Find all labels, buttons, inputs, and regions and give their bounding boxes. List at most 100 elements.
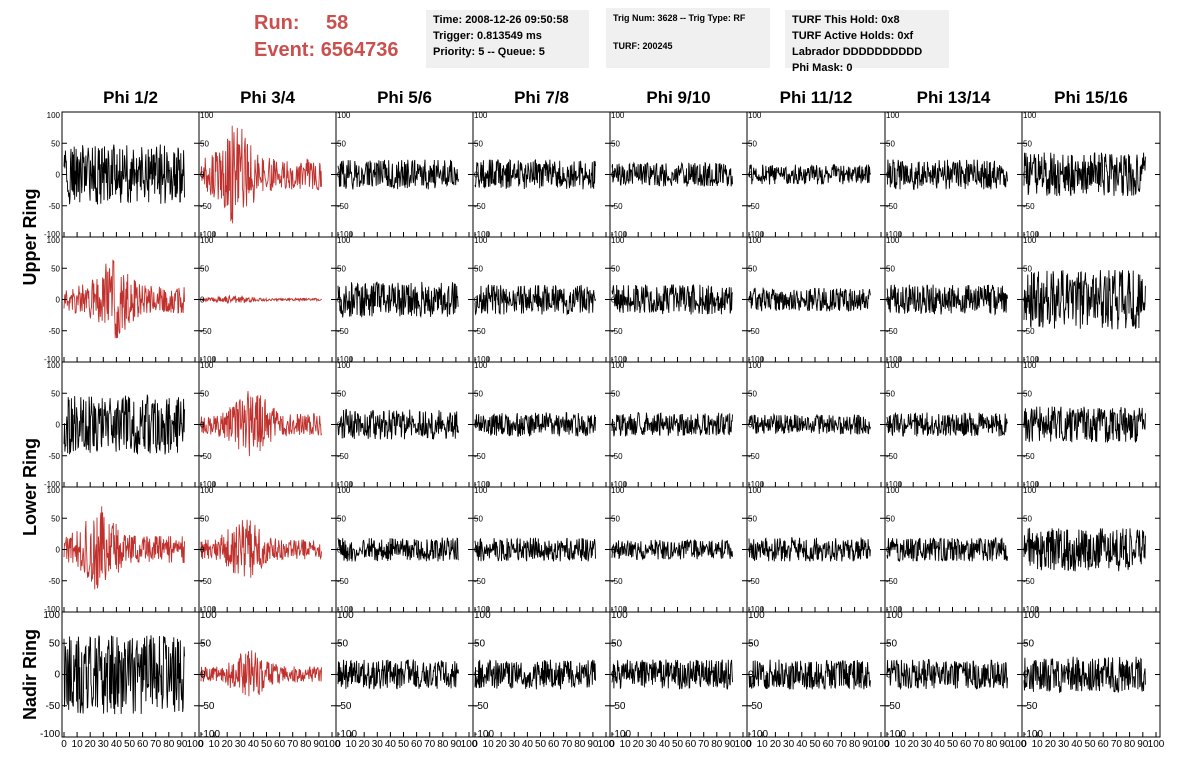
x-tick-label: 90	[313, 739, 325, 750]
phi-mask-text: Phi Mask: 0	[792, 62, 853, 74]
waveform-trace	[337, 409, 459, 440]
y-tick-label: 0	[337, 670, 343, 681]
y-tick-label: -100	[200, 480, 217, 489]
x-tick-label: 50	[398, 739, 410, 750]
y-tick-label: 50	[474, 514, 483, 523]
y-tick-label: 0	[748, 421, 753, 430]
y-tick-label: -100	[474, 605, 491, 614]
y-tick-label: 100	[47, 486, 61, 495]
y-tick-label: 0	[886, 546, 891, 555]
column-header: Phi 11/12	[780, 88, 853, 107]
x-tick-label: 0	[472, 739, 478, 750]
x-tick-label: 20	[770, 739, 782, 750]
y-tick-label: 0	[748, 171, 753, 180]
y-tick-label: -100	[886, 355, 903, 364]
x-tick-label: 10	[757, 739, 769, 750]
waveform-trace	[886, 412, 1008, 437]
ring-label: Lower Ring	[20, 438, 40, 536]
x-tick-label: 10	[895, 739, 907, 750]
waveform-trace	[748, 287, 871, 312]
waveform-trace	[1023, 269, 1146, 330]
waveform-trace	[474, 537, 596, 562]
waveform-trace	[337, 659, 459, 690]
y-tick-label: -100	[1023, 605, 1040, 614]
y-tick-label: 0	[337, 171, 342, 180]
y-tick-label: -100	[337, 230, 354, 239]
x-tick-label: 100	[1148, 739, 1165, 750]
y-tick-label: 50	[1023, 514, 1032, 523]
y-tick-label: -100	[474, 355, 491, 364]
waveform-trace	[1023, 527, 1146, 572]
y-tick-label: 100	[43, 610, 60, 621]
y-tick-label: 0	[337, 296, 342, 305]
y-tick-label: -50	[200, 452, 212, 461]
waveform-trace	[886, 537, 1008, 562]
x-tick-label: 20	[222, 739, 234, 750]
y-tick-label: -50	[474, 327, 486, 336]
y-tick-label: 100	[1023, 610, 1040, 621]
y-tick-label: 100	[748, 236, 762, 245]
waveform-trace	[887, 159, 1008, 191]
y-tick-label: 50	[51, 264, 60, 273]
x-tick-label: 40	[659, 739, 671, 750]
y-tick-label: -50	[200, 701, 215, 712]
y-tick-label: -100	[1023, 729, 1043, 740]
x-tick-label: 30	[509, 739, 521, 750]
trigger-text: Trigger: 0.813549 ms	[433, 30, 542, 42]
event-value: 6564736	[320, 39, 399, 61]
x-tick-label: 60	[548, 739, 560, 750]
waveform-trace	[200, 519, 322, 578]
y-tick-label: -50	[748, 701, 763, 712]
x-tick-label: 40	[934, 739, 946, 750]
y-tick-label: -100	[611, 729, 631, 740]
y-tick-label: -50	[337, 327, 349, 336]
x-tick-label: 70	[287, 739, 299, 750]
y-tick-label: 100	[474, 361, 488, 370]
x-tick-label: 50	[124, 739, 136, 750]
y-tick-label: 100	[47, 361, 61, 370]
x-tick-label: 90	[1137, 739, 1149, 750]
priority-text: Priority: 5 -- Queue: 5	[433, 46, 545, 58]
waveform-trace	[611, 284, 733, 315]
y-tick-label: -50	[886, 701, 901, 712]
labrador-text: Labrador DDDDDDDDDD	[792, 46, 923, 58]
y-tick-label: 100	[886, 361, 900, 370]
y-tick-label: -100	[611, 355, 628, 364]
x-tick-label: 0	[198, 739, 204, 750]
waveform-trace	[611, 659, 733, 690]
waveform-trace	[200, 125, 322, 224]
y-tick-label: 100	[886, 486, 900, 495]
y-tick-label: 50	[886, 389, 895, 398]
y-tick-label: 100	[337, 111, 351, 120]
y-tick-label: 50	[337, 264, 346, 273]
y-tick-label: 50	[886, 514, 895, 523]
y-tick-label: 0	[200, 171, 205, 180]
waveform-trace	[200, 391, 322, 457]
y-tick-label: 50	[886, 638, 898, 649]
waveform-trace	[1023, 152, 1146, 197]
waveform-trace	[886, 284, 1008, 316]
waveform-trace	[474, 158, 596, 190]
column-header: Phi 1/2	[103, 88, 158, 107]
column-header: Phi 9/10	[646, 88, 710, 107]
y-tick-label: 0	[200, 670, 206, 681]
y-tick-label: -50	[474, 701, 489, 712]
waveform-trace	[337, 281, 459, 318]
y-tick-label: -100	[44, 355, 61, 364]
y-tick-label: 0	[474, 296, 479, 305]
y-tick-label: 50	[337, 514, 346, 523]
x-tick-label: 50	[947, 739, 959, 750]
y-tick-label: 100	[474, 486, 488, 495]
y-tick-label: 0	[474, 670, 480, 681]
y-tick-label: -50	[611, 577, 623, 586]
waveform-trace	[474, 659, 596, 690]
y-tick-label: 50	[611, 389, 620, 398]
y-tick-label: 0	[611, 296, 616, 305]
y-tick-label: 0	[200, 296, 205, 305]
y-tick-label: -50	[200, 202, 212, 211]
x-tick-label: 50	[672, 739, 684, 750]
x-tick-label: 20	[908, 739, 920, 750]
x-tick-label: 60	[960, 739, 972, 750]
waveform-trace	[200, 650, 322, 697]
